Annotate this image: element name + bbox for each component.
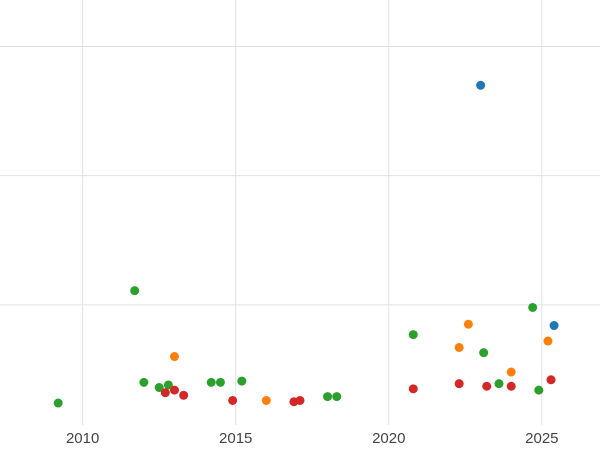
- data-point-orange: [543, 336, 553, 346]
- x-tick-label: 2015: [219, 430, 252, 447]
- data-point-green: [154, 383, 164, 393]
- data-point-red: [506, 381, 516, 391]
- data-point-red: [228, 395, 238, 405]
- x-axis-tick-labels: 2010 2015 2020 2025: [66, 430, 559, 447]
- data-point-green: [408, 330, 418, 340]
- data-point-green: [163, 380, 173, 390]
- data-point-green: [494, 379, 504, 389]
- data-point-green: [53, 398, 63, 408]
- data-point-blue: [549, 321, 559, 331]
- data-point-red: [408, 384, 418, 394]
- data-point-green: [534, 385, 544, 395]
- x-tick-label: 2025: [525, 430, 558, 447]
- data-point-red: [160, 388, 170, 398]
- data-points: [53, 80, 559, 408]
- x-tick-label: 2020: [372, 430, 405, 447]
- data-point-green: [332, 392, 342, 402]
- data-point-red: [179, 390, 189, 400]
- data-point-blue: [476, 80, 486, 90]
- data-point-orange: [169, 352, 179, 362]
- data-point-green: [479, 348, 489, 358]
- data-point-red: [482, 381, 492, 391]
- data-point-red: [169, 385, 179, 395]
- data-point-red: [546, 375, 556, 385]
- data-point-orange: [454, 342, 464, 352]
- data-point-red: [295, 395, 305, 405]
- data-point-orange: [463, 319, 473, 329]
- data-point-green: [206, 377, 216, 387]
- x-tick-label: 2010: [66, 430, 99, 447]
- data-point-green: [215, 377, 225, 387]
- data-point-orange: [261, 395, 271, 405]
- data-point-green: [130, 286, 140, 296]
- data-point-green: [237, 376, 247, 386]
- data-point-green: [528, 302, 538, 312]
- vertical-gridlines: [82, 0, 543, 425]
- data-point-orange: [506, 367, 516, 377]
- data-point-red: [454, 379, 464, 389]
- data-point-green: [323, 392, 333, 402]
- horizontal-gridlines: [0, 46, 600, 306]
- data-point-green: [139, 377, 149, 387]
